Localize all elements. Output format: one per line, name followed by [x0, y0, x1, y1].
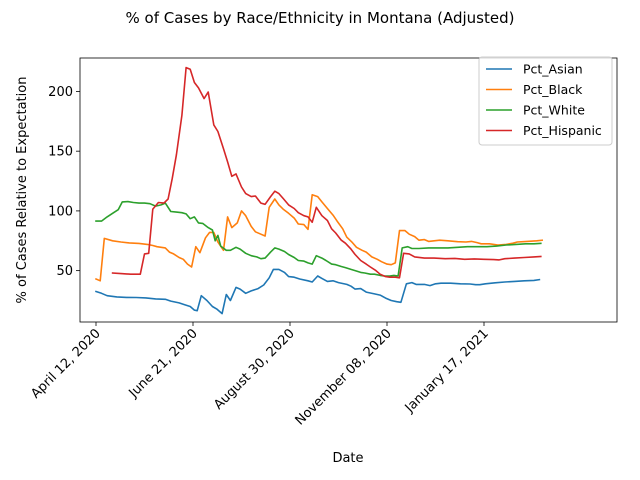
x-axis-label: Date	[332, 451, 363, 466]
y-tick-label: 100	[48, 204, 73, 219]
plot-frame	[79, 57, 618, 323]
x-tick-label: November 08, 2020	[293, 326, 395, 428]
x-tick-label: April 12, 2020	[28, 326, 103, 401]
x-tick-label: June 21, 2020	[126, 326, 201, 401]
y-tick-label: 200	[48, 85, 73, 100]
x-tick-label: January 17, 2021	[402, 326, 492, 416]
y-axis-label: % of Cases Relative to Expectation	[15, 77, 30, 304]
legend-label-pct-black: Pct_Black	[523, 82, 583, 97]
chart-title: % of Cases by Race/Ethnicity in Montana …	[126, 9, 515, 27]
series-line-pct-hispanic	[111, 66, 542, 279]
x-axis: April 12, 2020 June 21, 2020 August 30, 20…	[28, 322, 492, 429]
x-tick-label: August 30, 2020	[211, 326, 298, 413]
y-tick-label: 150	[48, 145, 73, 160]
series-line-pct-asian	[94, 268, 541, 315]
legend: Pct_Asian Pct_Black Pct_White Pct_Hispanic	[478, 56, 613, 146]
legend-label-pct-hispanic: Pct_Hispanic	[523, 123, 602, 138]
y-tick-label: 50	[56, 264, 73, 279]
series-line-pct-white	[95, 200, 542, 277]
legend-label-pct-asian: Pct_Asian	[523, 62, 583, 77]
series-layer	[94, 66, 544, 315]
legend-frame	[478, 56, 613, 146]
legend-label-pct-white: Pct_White	[523, 103, 585, 118]
y-axis: 50 100 150 200	[48, 85, 80, 279]
series-line-pct-black	[94, 194, 544, 282]
